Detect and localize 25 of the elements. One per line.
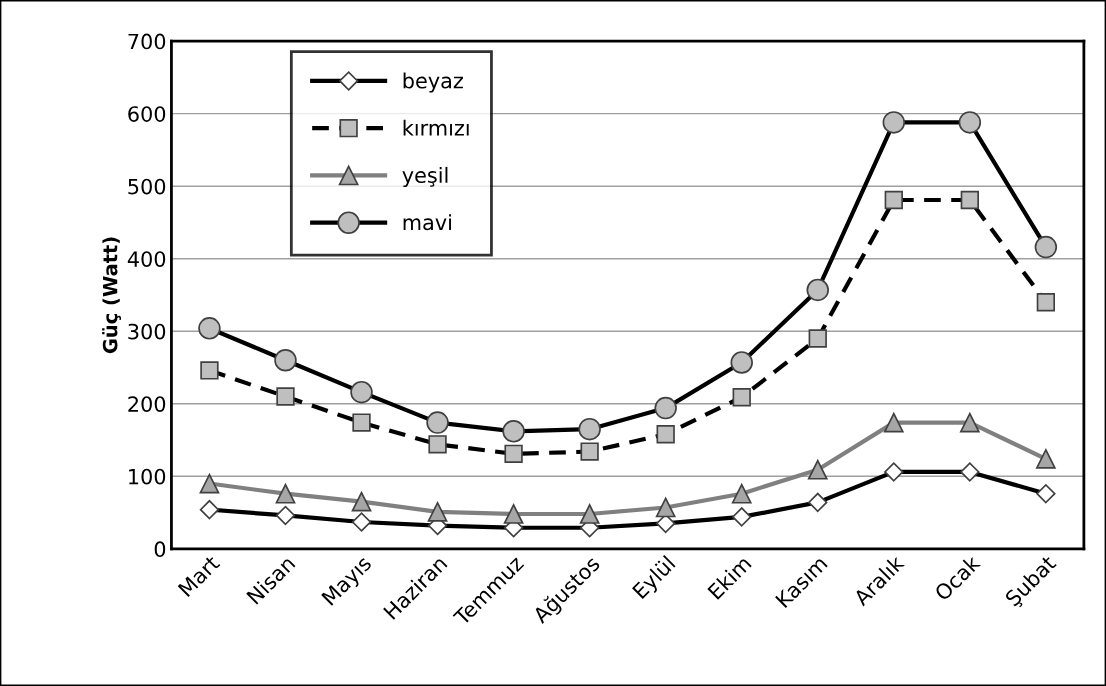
point xyxy=(503,504,524,524)
point xyxy=(1035,449,1056,469)
y-axis-title: Güç (Watt) xyxy=(102,237,122,354)
point xyxy=(427,501,448,522)
point xyxy=(883,412,904,433)
y-tick-label: 600 xyxy=(128,106,166,122)
y-tick-label: 500 xyxy=(128,178,166,195)
point xyxy=(959,412,980,433)
y-tick-label: 300 xyxy=(128,323,166,340)
y-tick-label: 100 xyxy=(129,468,166,485)
legend-label: yeşil xyxy=(402,166,448,188)
point xyxy=(731,483,752,504)
point xyxy=(275,483,296,504)
y-tick-label: 200 xyxy=(128,396,166,412)
point xyxy=(579,504,600,524)
y-tick-label: 0 xyxy=(154,541,166,558)
point xyxy=(807,459,828,480)
y-tick-label: 400 xyxy=(127,251,166,267)
point xyxy=(351,491,372,512)
legend-label: mavi xyxy=(403,214,451,231)
legend-label: kırmızı xyxy=(403,119,469,136)
point xyxy=(199,473,220,494)
legend-label: beyaz xyxy=(403,72,463,93)
y-tick-label: 700 xyxy=(128,33,166,50)
point xyxy=(655,497,676,518)
